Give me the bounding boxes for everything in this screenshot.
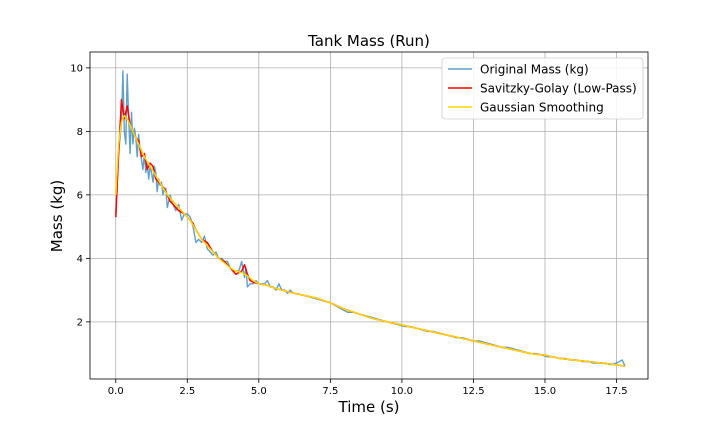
x-tick-label: 0.0 — [108, 386, 124, 397]
legend-label-2: Savitzky-Golay (Low-Pass) — [480, 82, 637, 96]
legend: Original Mass (kg) Savitzky-Golay (Low-Pa… — [441, 57, 644, 120]
x-axis-label: Time (s) — [338, 398, 400, 416]
x-tick-label: 15.0 — [534, 386, 556, 397]
y-tick-label: 8 — [77, 127, 83, 138]
x-tick-label: 5.0 — [251, 386, 267, 397]
x-tick-label: 10.0 — [391, 386, 413, 397]
y-tick-label: 2 — [77, 317, 83, 328]
y-axis-label: Mass (kg) — [48, 180, 66, 252]
series-layer — [115, 70, 626, 368]
x-tick-label: 17.5 — [605, 386, 627, 397]
legend-label-3: Gaussian Smoothing — [480, 101, 604, 115]
plot-frame — [89, 51, 649, 380]
chart-title: Tank Mass (Run) — [307, 32, 430, 50]
x-tick-label: 7.5 — [322, 386, 338, 397]
axis-ticks: 0.0 2.5 5.0 7.5 10.0 12.5 15.0 17.5 2 4 6 8 10 — [70, 63, 627, 397]
legend-box — [441, 57, 644, 120]
y-tick-label: 6 — [77, 190, 83, 201]
legend-label-1: Original Mass (kg) — [480, 63, 589, 77]
x-tick-label: 2.5 — [179, 386, 195, 397]
y-tick-label: 4 — [77, 254, 83, 265]
y-tick-label: 10 — [70, 63, 83, 74]
x-tick-label: 12.5 — [462, 386, 484, 397]
series-line-3 — [115, 114, 626, 368]
